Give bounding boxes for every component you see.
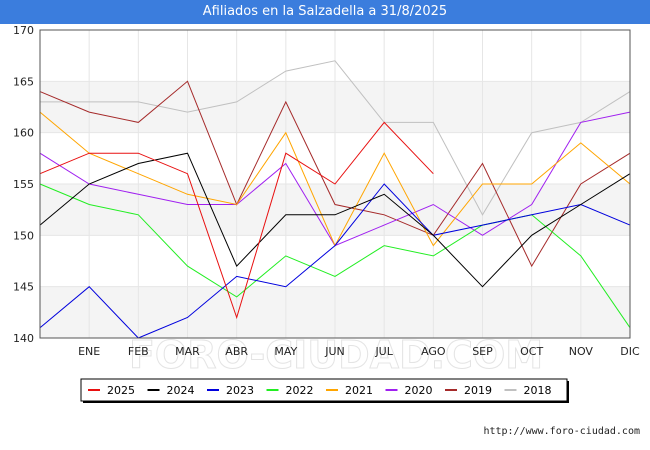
legend-label-2021: 2021 [345,384,373,397]
legend-label-2018: 2018 [524,384,552,397]
x-tick-label: DIC [620,345,640,358]
legend-label-2024: 2024 [167,384,195,397]
y-tick-label: 160 [13,127,34,140]
x-tick-label: ABR [225,345,248,358]
x-tick-label: OCT [520,345,543,358]
series-lines [39,60,631,339]
y-tick-label: 150 [13,229,34,242]
x-axis: ENE FEB MAR ABR MAY JUN JUL AGO SEP OCT NOV DIC [78,345,640,358]
legend-label-2020: 2020 [405,384,433,397]
legend-label-2019: 2019 [464,384,492,397]
legend-label-2023: 2023 [226,384,254,397]
y-tick-label: 170 [13,24,34,37]
footer-url: http://www.foro-ciudad.com [483,426,640,437]
watermark-text: FORO-CIUDAD.COM [129,333,543,377]
series-line-2019 [39,80,631,268]
series-line-2024 [39,152,631,288]
x-tick-label: FEB [128,345,149,358]
y-axis: 140 145 150 155 160 165 170 [13,24,34,345]
x-tick-label: AGO [421,345,446,358]
y-tick-label: 165 [13,75,34,88]
chart-title: Afiliados en la Salzadella a 31/8/2025 [0,0,650,24]
series-line-2018 [40,60,631,216]
legend-label-2025: 2025 [107,384,135,397]
y-tick-label: 140 [13,332,34,345]
legend-box [80,378,568,402]
x-tick-label: SEP [472,345,493,358]
y-tick-label: 145 [13,281,34,294]
legend-label-2022: 2022 [286,384,314,397]
x-tick-label: JUN [324,345,345,358]
x-tick-label: JUL [374,345,393,358]
x-tick-label: NOV [569,345,594,358]
legend: 2025 2024 2023 2022 2021 2020 2019 2018 [80,378,569,403]
x-tick-label: ENE [78,345,100,358]
y-tick-label: 155 [13,178,34,191]
plot-frame [39,29,631,339]
x-tick-label: MAR [175,345,200,358]
x-tick-label: MAY [274,345,297,358]
series-line-2025 [39,121,434,320]
